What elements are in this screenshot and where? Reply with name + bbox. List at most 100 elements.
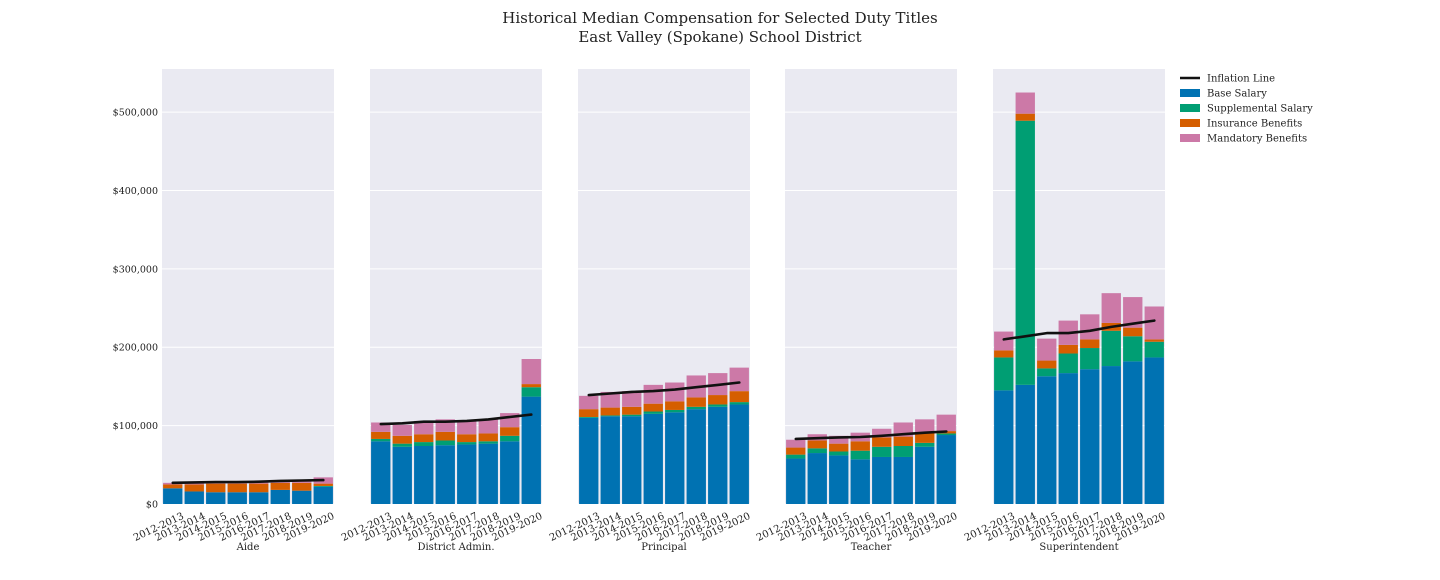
- bar-base-salary: [270, 489, 290, 504]
- x-axis-label: Principal: [641, 542, 687, 553]
- bar-base-salary: [708, 406, 728, 504]
- bar-supplemental-salary: [600, 415, 620, 417]
- bar-insurance-benefits: [371, 431, 391, 439]
- bar-base-salary: [1058, 373, 1078, 504]
- legend: Inflation Line Base Salary Supplemental Sa…: [1180, 74, 1313, 145]
- bar-insurance-benefits: [994, 350, 1014, 358]
- bar-supplemental-salary: [872, 446, 892, 457]
- chart-title: Historical Median Compensation for Selec…: [502, 9, 938, 27]
- bar-mandatory-benefits: [936, 414, 956, 432]
- bar-insurance-benefits: [579, 409, 599, 417]
- bar-supplemental-salary: [686, 406, 706, 410]
- bar-insurance-benefits: [665, 401, 685, 410]
- bar-supplemental-salary: [500, 435, 520, 442]
- panel-district-admin: 2012-20132013-20142014-20152015-20162016…: [340, 69, 544, 553]
- bar-base-salary: [729, 404, 749, 504]
- bar-insurance-benefits: [872, 437, 892, 447]
- bar-supplemental-salary: [521, 387, 541, 397]
- bar-mandatory-benefits: [622, 391, 642, 407]
- bar-insurance-benefits: [313, 483, 333, 486]
- bar-mandatory-benefits: [579, 395, 599, 410]
- bar-supplemental-salary: [478, 441, 498, 444]
- bar-insurance-benefits: [708, 395, 728, 405]
- bar-mandatory-benefits: [392, 424, 412, 436]
- bar-insurance-benefits: [227, 483, 247, 493]
- bar-base-salary: [206, 492, 226, 504]
- bar-mandatory-benefits: [478, 419, 498, 434]
- bar-mandatory-benefits: [414, 420, 434, 435]
- bar-insurance-benefits: [893, 436, 913, 446]
- bar-supplemental-salary: [729, 402, 749, 405]
- bar-supplemental-salary: [414, 442, 434, 446]
- legend-item: Insurance Benefits: [1180, 119, 1302, 130]
- chart-subtitle: East Valley (Spokane) School District: [578, 28, 861, 46]
- bar-insurance-benefits: [807, 440, 827, 449]
- bar-base-salary: [686, 409, 706, 504]
- bar-base-salary: [579, 417, 599, 504]
- bar-supplemental-salary: [643, 411, 663, 414]
- bar-mandatory-benefits: [665, 382, 685, 402]
- bar-base-salary: [915, 446, 935, 504]
- bar-insurance-benefits: [729, 391, 749, 403]
- x-axis-label: Teacher: [851, 542, 892, 553]
- y-tick-label: $300,000: [113, 264, 158, 275]
- bar-base-salary: [1037, 376, 1057, 504]
- bar-base-salary: [1101, 366, 1121, 504]
- panels-layer: $0 $100,000 $200,000 $300,000 $400,000 $500,0…: [113, 69, 1167, 553]
- bar-supplemental-salary: [579, 417, 599, 418]
- bar-mandatory-benefits: [729, 367, 749, 392]
- bar-base-salary: [1080, 369, 1100, 504]
- legend-item: Mandatory Benefits: [1180, 134, 1307, 145]
- bar-base-salary: [313, 486, 333, 504]
- bar-insurance-benefits: [500, 427, 520, 436]
- bar-base-salary: [600, 416, 620, 504]
- bar-insurance-benefits: [829, 443, 849, 452]
- bar-mandatory-benefits: [1144, 306, 1164, 340]
- bar-base-salary: [829, 455, 849, 504]
- bar-insurance-benefits: [270, 482, 290, 490]
- bar-base-salary: [1144, 357, 1164, 504]
- inflation-line: [794, 430, 948, 441]
- legend-item: Inflation Line: [1180, 74, 1275, 85]
- bar-base-salary: [414, 446, 434, 504]
- bar-mandatory-benefits: [521, 359, 541, 385]
- legend-item: Supplemental Salary: [1180, 104, 1313, 115]
- bar-supplemental-salary: [392, 443, 412, 447]
- bar-insurance-benefits: [478, 433, 498, 442]
- inflation-line: [171, 478, 325, 485]
- bar-base-salary: [622, 416, 642, 504]
- bar-insurance-benefits: [435, 431, 455, 441]
- bar-base-salary: [249, 492, 269, 504]
- legend-item: Base Salary: [1180, 89, 1267, 100]
- bar-supplemental-salary: [1037, 368, 1057, 377]
- legend-label: Base Salary: [1207, 89, 1267, 100]
- legend-swatch: [1180, 104, 1200, 112]
- bar-supplemental-salary: [665, 409, 685, 413]
- bar-mandatory-benefits: [371, 422, 391, 432]
- bar-base-salary: [1123, 361, 1143, 504]
- bar-insurance-benefits: [686, 397, 706, 407]
- bar-mandatory-benefits: [786, 439, 806, 448]
- bar-insurance-benefits: [850, 441, 870, 451]
- y-tick-label: $400,000: [113, 186, 158, 197]
- bar-insurance-benefits: [1123, 327, 1143, 337]
- bar-supplemental-salary: [622, 414, 642, 417]
- bar-supplemental-salary: [1015, 120, 1035, 385]
- bar-supplemental-salary: [708, 404, 728, 407]
- bar-insurance-benefits: [915, 432, 935, 443]
- bar-supplemental-salary: [1123, 336, 1143, 362]
- x-axis-label: Aide: [236, 542, 260, 553]
- bar-insurance-benefits: [643, 403, 663, 412]
- legend-label: Mandatory Benefits: [1207, 134, 1307, 145]
- bar-supplemental-salary: [936, 433, 956, 436]
- bar-base-salary: [1015, 384, 1035, 504]
- inflation-line: [587, 381, 741, 397]
- x-axis-label: Superintendent: [1039, 542, 1118, 553]
- bar-insurance-benefits: [392, 435, 412, 444]
- bar-base-salary: [807, 453, 827, 504]
- bar-insurance-benefits: [163, 484, 183, 489]
- bar-base-salary: [665, 412, 685, 504]
- bar-base-salary: [292, 490, 312, 504]
